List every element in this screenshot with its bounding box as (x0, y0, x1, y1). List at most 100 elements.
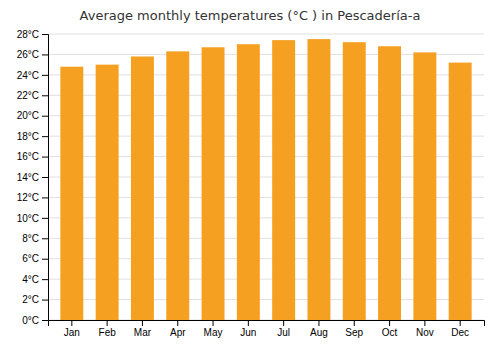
y-tick-label: 12°C (17, 192, 39, 203)
y-tick-label: 24°C (17, 70, 39, 81)
bar (237, 44, 260, 320)
y-axis-line (42, 35, 49, 321)
y-tick-mark (42, 238, 48, 239)
y-tick: 18°C (17, 131, 48, 142)
y-tick-mark (42, 300, 48, 301)
bars (60, 39, 471, 320)
x-tick-mark (107, 320, 108, 326)
bar (166, 51, 189, 320)
bar (378, 46, 401, 320)
bar (272, 40, 295, 320)
chart: Average monthly temperatures (°C ) in Pe… (0, 0, 500, 350)
x-tick-mark (389, 320, 390, 326)
x-tick: May (204, 320, 223, 338)
y-tick: 24°C (17, 70, 48, 81)
x-tick-mark (318, 320, 319, 326)
y-tick-mark (42, 218, 48, 219)
y-tick: 10°C (17, 213, 48, 224)
bar (60, 67, 83, 320)
y-tick-mark (42, 34, 48, 35)
x-axis: Jan Feb Mar Apr May Jun Jul Aug Sep Oct Nov Dec (49, 320, 485, 338)
x-tick-mark (71, 320, 72, 326)
bar (131, 56, 154, 320)
x-tick-mark (177, 320, 178, 326)
bar (96, 65, 119, 320)
x-tick-mark (142, 320, 143, 326)
y-tick-label: 4°C (22, 274, 39, 285)
y-tick-label: 16°C (17, 151, 39, 162)
x-tick-mark (213, 320, 214, 326)
y-tick-mark (42, 75, 48, 76)
x-tick-label: Mar (134, 327, 152, 338)
y-tick-mark (42, 116, 48, 117)
y-tick-label: 10°C (17, 213, 39, 224)
y-tick-mark (42, 259, 48, 260)
x-tick: Sep (345, 320, 363, 338)
x-axis-line (49, 321, 485, 327)
x-tick: Mar (134, 320, 152, 338)
x-tick-label: Feb (99, 327, 117, 338)
y-tick-mark (42, 54, 48, 55)
y-tick-mark (42, 320, 48, 321)
x-tick-label: May (204, 327, 223, 338)
y-tick-label: 8°C (22, 233, 39, 244)
title: Average monthly temperatures (°C ) in Pe… (80, 8, 421, 23)
y-tick-label: 0°C (22, 315, 39, 326)
x-tick-mark (248, 320, 249, 326)
x-tick-mark (354, 320, 355, 326)
y-tick-mark (42, 95, 48, 96)
bar (413, 52, 436, 320)
y-tick: 8°C (22, 233, 48, 244)
x-tick-label: Oct (382, 327, 398, 338)
y-tick-mark (42, 157, 48, 158)
bar (307, 39, 330, 320)
y-tick-label: 28°C (17, 29, 39, 40)
bar (449, 63, 472, 320)
y-tick: 20°C (17, 110, 48, 121)
y-tick: 28°C (17, 29, 48, 40)
x-tick-label: Jan (64, 327, 80, 338)
y-tick-label: 20°C (17, 110, 39, 121)
y-tick: 12°C (17, 192, 48, 203)
x-tick-mark (424, 320, 425, 326)
y-tick: 0°C (22, 315, 48, 326)
y-tick-label: 18°C (17, 131, 39, 142)
x-tick-label: Apr (170, 327, 186, 338)
x-tick-label: Dec (451, 327, 469, 338)
x-tick-label: Aug (310, 327, 328, 338)
y-tick-mark (42, 279, 48, 280)
y-tick-label: 14°C (17, 172, 39, 183)
y-tick: 22°C (17, 90, 48, 101)
x-tick: Jun (240, 320, 256, 338)
y-tick: 14°C (17, 172, 48, 183)
x-tick: Jul (277, 320, 290, 338)
y-tick: 2°C (22, 294, 48, 305)
y-tick-mark (42, 197, 48, 198)
y-tick-mark (42, 177, 48, 178)
y-tick-label: 6°C (22, 253, 39, 264)
x-tick-label: Nov (416, 327, 434, 338)
y-tick: 26°C (17, 49, 48, 60)
x-tick-label: Jun (240, 327, 256, 338)
y-tick-mark (42, 136, 48, 137)
y-tick-label: 2°C (22, 294, 39, 305)
x-tick-label: Jul (277, 327, 290, 338)
x-tick: Jan (64, 320, 80, 338)
x-tick: Aug (310, 320, 328, 338)
y-tick: 6°C (22, 253, 48, 264)
x-tick: Apr (170, 320, 186, 338)
grid-line (48, 34, 484, 35)
x-tick: Nov (416, 320, 434, 338)
grid (48, 34, 484, 320)
y-tick: 16°C (17, 151, 48, 162)
bar (202, 47, 225, 320)
y-tick-label: 22°C (17, 90, 39, 101)
x-tick: Oct (382, 320, 398, 338)
y-axis: 0°C 2°C 4°C 6°C 8°C 10°C 12°C 14°C 16°C 18°C 20°C 2… (17, 29, 49, 326)
x-tick: Dec (451, 320, 469, 338)
x-tick: Feb (99, 320, 117, 338)
bar (343, 42, 366, 320)
y-tick: 4°C (22, 274, 48, 285)
x-tick-label: Sep (345, 327, 363, 338)
y-tick-label: 26°C (17, 49, 39, 60)
